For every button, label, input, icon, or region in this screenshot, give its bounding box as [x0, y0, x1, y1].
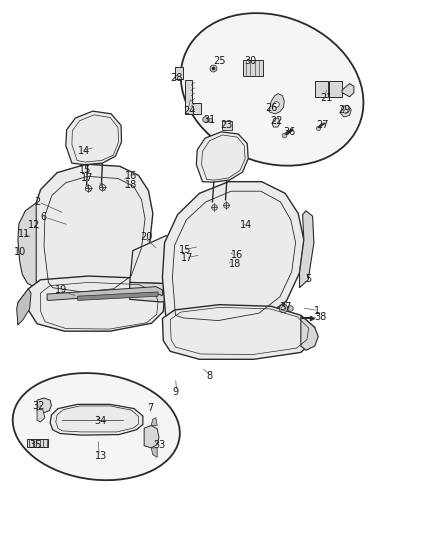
Text: 16: 16 [231, 251, 243, 260]
Ellipse shape [13, 373, 180, 480]
Polygon shape [32, 164, 153, 297]
Polygon shape [130, 236, 209, 284]
Text: 19: 19 [55, 285, 67, 295]
Text: 6: 6 [41, 212, 47, 222]
Polygon shape [269, 94, 284, 114]
Polygon shape [18, 203, 36, 288]
Polygon shape [301, 316, 318, 350]
Text: 15: 15 [179, 245, 191, 255]
Polygon shape [151, 418, 157, 425]
Polygon shape [28, 276, 165, 331]
Text: 30: 30 [244, 56, 257, 66]
Text: 2: 2 [34, 197, 40, 207]
Text: 36: 36 [283, 127, 295, 137]
Polygon shape [222, 121, 232, 130]
Text: 33: 33 [153, 440, 165, 450]
Text: 32: 32 [33, 401, 45, 411]
Text: 15: 15 [79, 165, 91, 175]
Text: 14: 14 [240, 220, 252, 230]
Polygon shape [342, 84, 354, 97]
Text: 17: 17 [81, 173, 93, 183]
Text: 11: 11 [18, 229, 30, 239]
Text: 22: 22 [270, 116, 283, 126]
Polygon shape [162, 182, 304, 327]
Text: 16: 16 [125, 171, 138, 181]
Polygon shape [162, 305, 315, 359]
Polygon shape [329, 81, 342, 97]
Text: 24: 24 [184, 106, 196, 116]
Polygon shape [272, 118, 280, 127]
Text: 1: 1 [314, 305, 320, 316]
Text: 18: 18 [124, 180, 137, 190]
Polygon shape [175, 67, 184, 79]
Text: 28: 28 [170, 73, 183, 83]
Text: 20: 20 [140, 232, 152, 243]
Polygon shape [144, 425, 159, 448]
Polygon shape [300, 211, 314, 288]
Text: 25: 25 [213, 56, 226, 66]
Text: 23: 23 [220, 120, 232, 131]
Polygon shape [315, 81, 328, 97]
Text: 35: 35 [30, 440, 42, 450]
Text: 34: 34 [94, 416, 106, 426]
Text: 10: 10 [14, 247, 26, 257]
Text: 29: 29 [339, 104, 351, 115]
Text: 21: 21 [321, 93, 333, 103]
Polygon shape [27, 439, 48, 447]
Text: 27: 27 [316, 120, 328, 131]
Polygon shape [151, 448, 157, 457]
Polygon shape [130, 268, 208, 302]
Polygon shape [196, 132, 248, 182]
Polygon shape [37, 410, 45, 422]
Ellipse shape [181, 13, 364, 166]
Text: 7: 7 [147, 402, 153, 413]
Polygon shape [243, 60, 262, 76]
Text: 9: 9 [173, 386, 179, 397]
Text: 13: 13 [95, 451, 107, 462]
Polygon shape [78, 292, 158, 301]
Polygon shape [37, 398, 51, 413]
Text: 5: 5 [305, 273, 311, 284]
Polygon shape [185, 80, 201, 114]
Text: 37: 37 [279, 302, 291, 312]
Polygon shape [18, 289, 28, 325]
Polygon shape [50, 405, 143, 435]
Text: 26: 26 [265, 103, 278, 114]
Text: 12: 12 [28, 220, 40, 230]
Text: 17: 17 [181, 253, 194, 263]
Text: 14: 14 [78, 146, 90, 156]
Polygon shape [340, 106, 351, 117]
Text: 18: 18 [229, 259, 241, 269]
Text: 38: 38 [314, 312, 326, 322]
Polygon shape [66, 111, 121, 165]
Polygon shape [17, 289, 31, 325]
Polygon shape [47, 287, 162, 301]
Text: 31: 31 [203, 115, 215, 125]
Text: 8: 8 [207, 372, 213, 381]
